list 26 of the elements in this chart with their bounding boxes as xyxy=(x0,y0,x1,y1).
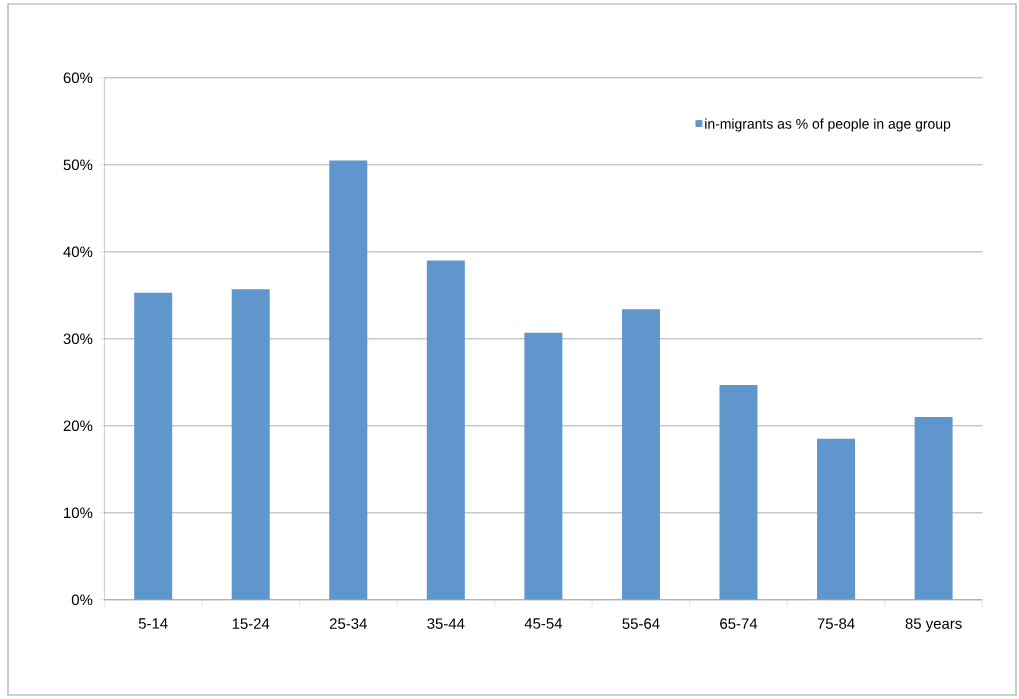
bar xyxy=(817,438,856,600)
bar xyxy=(719,384,758,600)
bar xyxy=(914,417,953,600)
y-tick-label: 20% xyxy=(63,420,93,432)
bar xyxy=(134,292,173,600)
x-tick-label: 5-14 xyxy=(138,618,168,629)
y-tick-label: 0% xyxy=(71,594,93,606)
x-tick-label: 35-44 xyxy=(427,618,465,629)
bar xyxy=(426,260,465,600)
x-tick-label: 45-54 xyxy=(524,618,563,629)
legend-label: in-migrants as % of people in age group xyxy=(705,118,951,132)
bar xyxy=(329,160,368,600)
x-tick-label: 25-34 xyxy=(329,618,367,629)
y-tick-label: 60% xyxy=(63,72,93,84)
y-tick-label: 40% xyxy=(63,246,93,258)
y-tick-label: 50% xyxy=(63,159,93,171)
y-tick-label: 10% xyxy=(64,507,93,519)
bar xyxy=(621,309,660,600)
bar xyxy=(524,332,563,600)
bar xyxy=(231,289,270,600)
x-tick-label: 15-24 xyxy=(232,618,270,629)
x-tick-label: 85 years xyxy=(905,618,962,632)
x-tick-label: 65-74 xyxy=(720,618,758,629)
x-tick-label: 55-64 xyxy=(622,618,660,629)
y-tick-label: 30% xyxy=(63,333,93,345)
x-tick-label: 75-84 xyxy=(817,618,855,629)
